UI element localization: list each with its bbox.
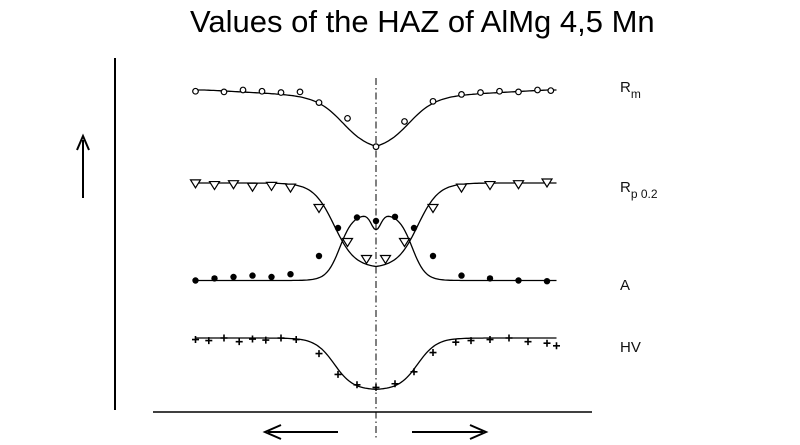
point-hv: [486, 336, 494, 344]
point-hv: [353, 381, 361, 389]
point-rp-0.2: [246, 182, 259, 193]
point-rp-0.2: [540, 178, 554, 189]
point-rp-0.2: [379, 254, 392, 265]
point-hv: [467, 337, 475, 345]
point-rm: [458, 91, 465, 98]
point-a: [315, 252, 323, 260]
point-rp-0.2: [227, 180, 240, 190]
point-hv: [391, 380, 399, 388]
point-hv: [292, 336, 300, 344]
point-rm: [344, 114, 351, 122]
point-a: [515, 277, 522, 284]
legend-label-rp-0.2: Rp 0.2: [620, 179, 658, 201]
point-rm: [258, 87, 266, 95]
point-rm: [372, 143, 380, 151]
curve-a: [195, 215, 557, 282]
point-rm: [496, 87, 503, 95]
point-hv: [452, 338, 460, 346]
point-hv: [553, 342, 560, 350]
point-rm: [315, 99, 323, 106]
point-a: [230, 273, 237, 281]
point-a: [192, 277, 199, 284]
point-hv: [429, 349, 437, 357]
point-a: [410, 224, 418, 232]
right-arrow-head: [469, 424, 489, 440]
point-rm: [239, 86, 247, 94]
point-hv: [262, 336, 270, 344]
point-a: [287, 271, 294, 278]
point-a: [268, 273, 275, 281]
point-hv: [524, 338, 532, 346]
point-hv: [334, 370, 342, 378]
point-rp-0.2: [284, 183, 297, 194]
point-hv: [235, 338, 243, 346]
point-a: [249, 272, 256, 279]
point-a: [334, 224, 342, 232]
point-a: [486, 275, 494, 282]
point-rm: [220, 88, 228, 96]
point-hv: [410, 368, 418, 376]
point-rp-0.2: [341, 237, 354, 248]
point-rm: [401, 118, 408, 125]
point-rp-0.2: [426, 203, 440, 214]
point-rp-0.2: [312, 203, 326, 214]
point-a: [211, 275, 218, 282]
point-hv: [277, 334, 285, 342]
point-rm: [534, 86, 541, 94]
legend-label-a: A: [620, 277, 630, 294]
point-rm: [515, 88, 522, 96]
point-rm: [296, 88, 304, 96]
up-arrow-head: [76, 133, 90, 151]
legend-label-rm: Rm: [620, 79, 641, 101]
point-hv: [220, 334, 228, 342]
point-a: [353, 214, 361, 221]
point-rm: [192, 87, 199, 95]
legend-subscript: p 0.2: [631, 187, 658, 201]
point-hv: [315, 350, 323, 358]
point-a: [391, 213, 399, 220]
point-hv: [205, 337, 213, 345]
point-rp-0.2: [189, 179, 202, 189]
point-rm: [429, 97, 437, 105]
left-arrow-head: [262, 424, 282, 440]
title-area: Values of the HAZ of AlMg 4,5 Mn: [0, 0, 800, 44]
point-hv: [505, 334, 513, 342]
point-rp-0.2: [512, 180, 525, 190]
point-rm: [477, 89, 484, 96]
point-rp-0.2: [360, 254, 373, 265]
point-rm: [277, 89, 285, 96]
point-rp-0.2: [483, 180, 497, 191]
point-a: [458, 272, 465, 279]
point-a: [543, 278, 551, 285]
point-hv: [372, 383, 380, 391]
point-rp-0.2: [208, 180, 221, 191]
point-hv: [192, 336, 199, 344]
point-rp-0.2: [398, 237, 411, 248]
point-hv: [543, 339, 551, 347]
point-a: [429, 252, 437, 260]
chart-title: Values of the HAZ of AlMg 4,5 Mn: [190, 4, 655, 39]
point-rp-0.2: [455, 183, 468, 194]
point-hv: [249, 335, 256, 343]
point-rp-0.2: [265, 181, 278, 192]
legend-subscript: m: [631, 87, 641, 101]
point-rm: [547, 87, 555, 95]
legend-label-hv: HV: [620, 339, 641, 356]
point-a: [372, 217, 380, 225]
